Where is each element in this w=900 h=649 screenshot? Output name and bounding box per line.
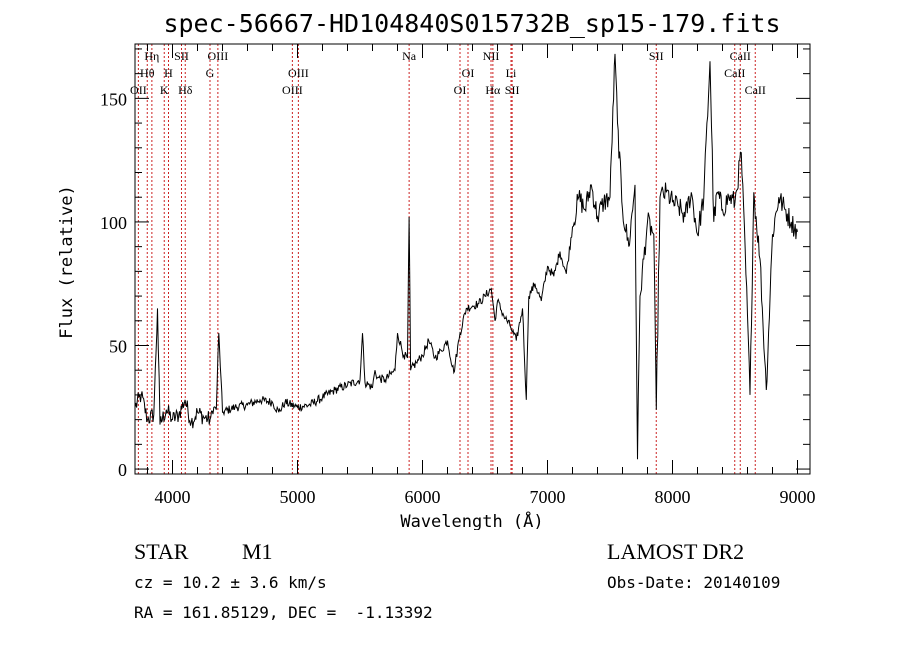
redshift-velocity: cz = 10.2 ± 3.6 km/s: [134, 573, 327, 592]
y-tick-label: 0: [118, 460, 127, 480]
spectral-line-label: G: [206, 66, 215, 80]
spectral-line-label: OIII: [208, 49, 229, 63]
spectral-line-label: OI: [454, 83, 467, 97]
spectral-line-label: CaII: [730, 49, 751, 63]
y-tick-label: 150: [100, 89, 127, 109]
spectral-line-labels: OIIHθHηKHSIIHδGOIIIOIIIOIIINaOIOINIIHαLi…: [130, 49, 766, 97]
x-tick-label: 6000: [405, 487, 441, 507]
spectrum-series: [134, 53, 798, 460]
spectral-line-label: CaII: [745, 83, 766, 97]
x-tick-label: 7000: [530, 487, 566, 507]
spectral-line-label: H: [164, 66, 173, 80]
spectrum-chart: spec-56667-HD104840S015732B_sp15-179.fit…: [57, 9, 816, 530]
spectral-line-label: Li: [506, 66, 517, 80]
x-tick-label: 5000: [280, 487, 316, 507]
axis-ticks: [135, 44, 810, 474]
spectral-line-label: Hδ: [178, 83, 193, 97]
survey-name: LAMOST DR2: [607, 539, 745, 564]
chart-title: spec-56667-HD104840S015732B_sp15-179.fit…: [163, 9, 780, 38]
object-class: STAR: [134, 539, 189, 564]
spectral-line-label: SII: [174, 49, 189, 63]
spectral-line-label: SII: [649, 49, 664, 63]
spectral-line-label: K: [160, 83, 169, 97]
x-tick-label: 8000: [655, 487, 691, 507]
observation-date: Obs-Date: 20140109: [607, 573, 781, 592]
spectral-line-label: OII: [130, 83, 147, 97]
plot-frame: [134, 43, 811, 475]
y-tick-label: 50: [109, 336, 127, 356]
spectral-line-label: CaII: [724, 66, 745, 80]
y-tick-label: 100: [100, 213, 127, 233]
spectrum-line: [134, 53, 798, 460]
spectral-line-label: OI: [462, 66, 475, 80]
spectral-line-label: Hη: [144, 49, 159, 63]
x-tick-label: 9000: [780, 487, 816, 507]
x-axis-label: Wavelength (Å): [400, 510, 543, 530]
spectral-line-label: OIII: [282, 83, 303, 97]
spectral-line-label: Na: [402, 49, 417, 63]
object-subclass: M1: [242, 539, 273, 564]
x-tick-label: 4000: [155, 487, 191, 507]
y-axis-label: Flux (relative): [57, 185, 77, 339]
axis-tick-labels: 4000 5000 6000 7000 8000 9000 0 50 100 150: [100, 89, 816, 507]
spectral-line-label: SII: [505, 83, 520, 97]
spectral-line-label: OIII: [288, 66, 309, 80]
spectral-line-label: Hθ: [140, 66, 155, 80]
spectral-line-label: Hα: [485, 83, 501, 97]
spectral-line-label: NII: [483, 49, 500, 63]
coordinates: RA = 161.85129, DEC = -1.13392: [134, 603, 433, 622]
